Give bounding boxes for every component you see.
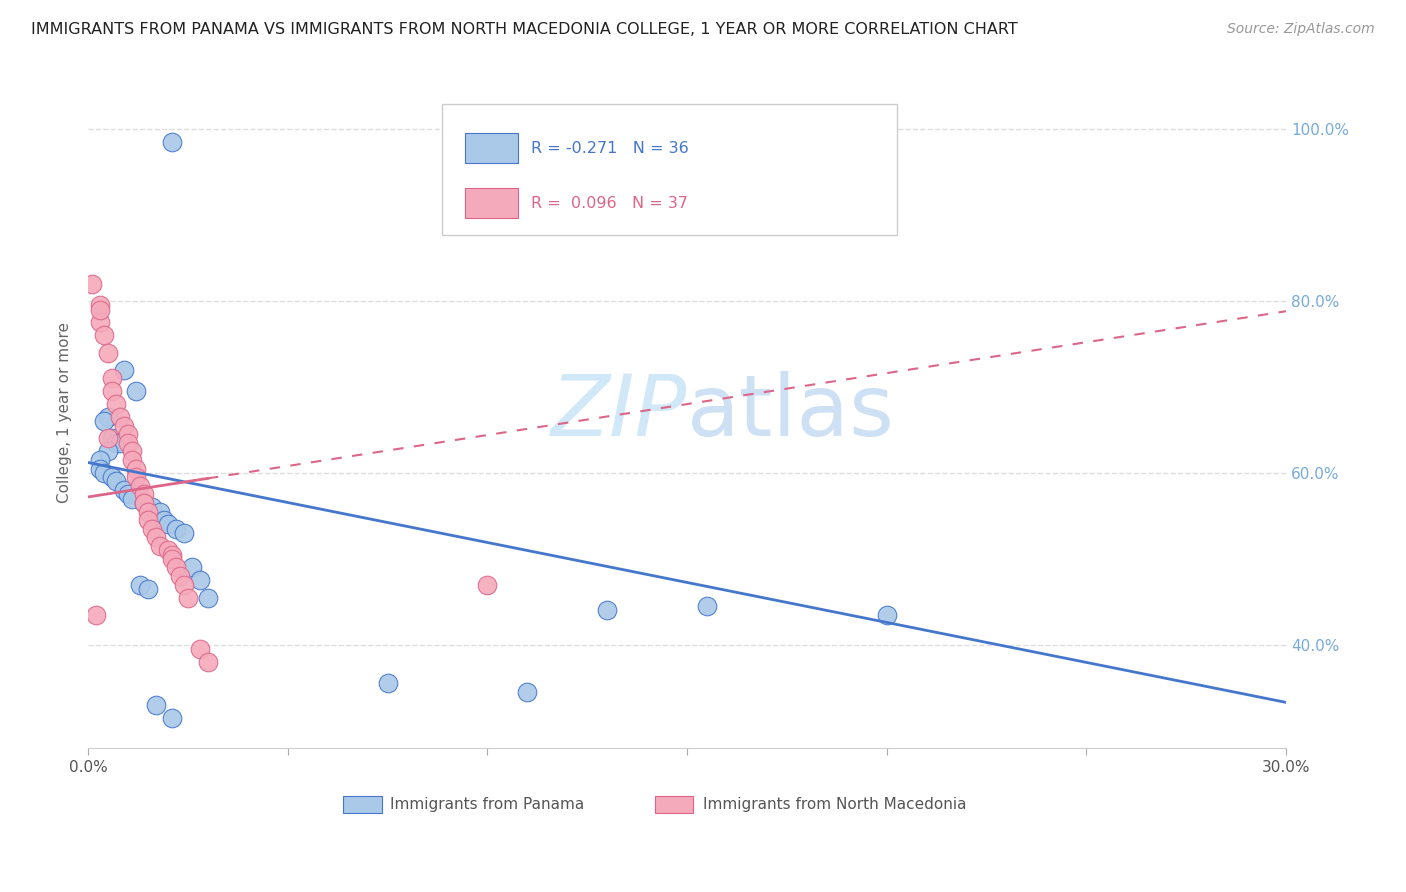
- Point: [141, 522, 163, 536]
- Point: [108, 435, 131, 450]
- Point: [197, 655, 219, 669]
- Point: [160, 135, 183, 149]
- Point: [132, 487, 155, 501]
- Point: [93, 328, 115, 343]
- Text: ZIP: ZIP: [551, 371, 688, 454]
- Point: [136, 504, 159, 518]
- Point: [165, 522, 187, 536]
- Point: [125, 470, 148, 484]
- Point: [136, 513, 159, 527]
- Point: [160, 551, 183, 566]
- Point: [125, 384, 148, 399]
- Point: [136, 582, 159, 596]
- Text: R =  0.096   N = 37: R = 0.096 N = 37: [531, 195, 689, 211]
- Point: [121, 444, 143, 458]
- Text: atlas: atlas: [688, 371, 896, 454]
- Point: [596, 603, 619, 617]
- Point: [149, 504, 172, 518]
- Point: [149, 539, 172, 553]
- Point: [129, 479, 152, 493]
- FancyBboxPatch shape: [465, 188, 519, 218]
- Text: IMMIGRANTS FROM PANAMA VS IMMIGRANTS FROM NORTH MACEDONIA COLLEGE, 1 YEAR OR MOR: IMMIGRANTS FROM PANAMA VS IMMIGRANTS FRO…: [31, 22, 1018, 37]
- Point: [377, 676, 399, 690]
- Point: [101, 371, 124, 385]
- Point: [89, 302, 111, 317]
- Point: [876, 607, 898, 622]
- Point: [197, 591, 219, 605]
- Point: [177, 591, 200, 605]
- Point: [84, 607, 107, 622]
- Text: Source: ZipAtlas.com: Source: ZipAtlas.com: [1227, 22, 1375, 37]
- Point: [89, 453, 111, 467]
- Point: [156, 543, 179, 558]
- Point: [181, 560, 204, 574]
- Point: [121, 491, 143, 506]
- Point: [188, 642, 211, 657]
- Point: [97, 444, 120, 458]
- Point: [97, 345, 120, 359]
- Point: [173, 577, 195, 591]
- Point: [477, 577, 499, 591]
- Point: [160, 711, 183, 725]
- Point: [97, 432, 120, 446]
- Y-axis label: College, 1 year or more: College, 1 year or more: [58, 322, 72, 503]
- Point: [696, 599, 718, 613]
- FancyBboxPatch shape: [465, 133, 519, 162]
- Point: [169, 569, 191, 583]
- Point: [117, 487, 139, 501]
- Point: [93, 414, 115, 428]
- Point: [93, 466, 115, 480]
- Point: [101, 470, 124, 484]
- Point: [105, 475, 128, 489]
- Point: [153, 513, 176, 527]
- Point: [101, 432, 124, 446]
- Text: R = -0.271   N = 36: R = -0.271 N = 36: [531, 141, 689, 155]
- Point: [117, 435, 139, 450]
- Point: [97, 409, 120, 424]
- Point: [156, 517, 179, 532]
- Point: [112, 362, 135, 376]
- Point: [132, 496, 155, 510]
- Text: Immigrants from North Macedonia: Immigrants from North Macedonia: [703, 797, 966, 812]
- Point: [89, 298, 111, 312]
- Text: Immigrants from Panama: Immigrants from Panama: [389, 797, 585, 812]
- Point: [145, 530, 167, 544]
- Point: [117, 427, 139, 442]
- Point: [145, 698, 167, 712]
- Point: [141, 500, 163, 515]
- FancyBboxPatch shape: [441, 104, 897, 235]
- Point: [188, 574, 211, 588]
- Point: [105, 435, 128, 450]
- Point: [165, 560, 187, 574]
- Point: [105, 397, 128, 411]
- Point: [108, 409, 131, 424]
- Point: [112, 418, 135, 433]
- FancyBboxPatch shape: [343, 796, 381, 813]
- Point: [173, 526, 195, 541]
- Point: [160, 548, 183, 562]
- Point: [101, 384, 124, 399]
- Point: [129, 577, 152, 591]
- FancyBboxPatch shape: [655, 796, 693, 813]
- Point: [121, 453, 143, 467]
- Point: [132, 496, 155, 510]
- Point: [82, 277, 104, 291]
- Point: [89, 461, 111, 475]
- Point: [516, 685, 538, 699]
- Point: [112, 483, 135, 497]
- Point: [125, 461, 148, 475]
- Point: [89, 315, 111, 329]
